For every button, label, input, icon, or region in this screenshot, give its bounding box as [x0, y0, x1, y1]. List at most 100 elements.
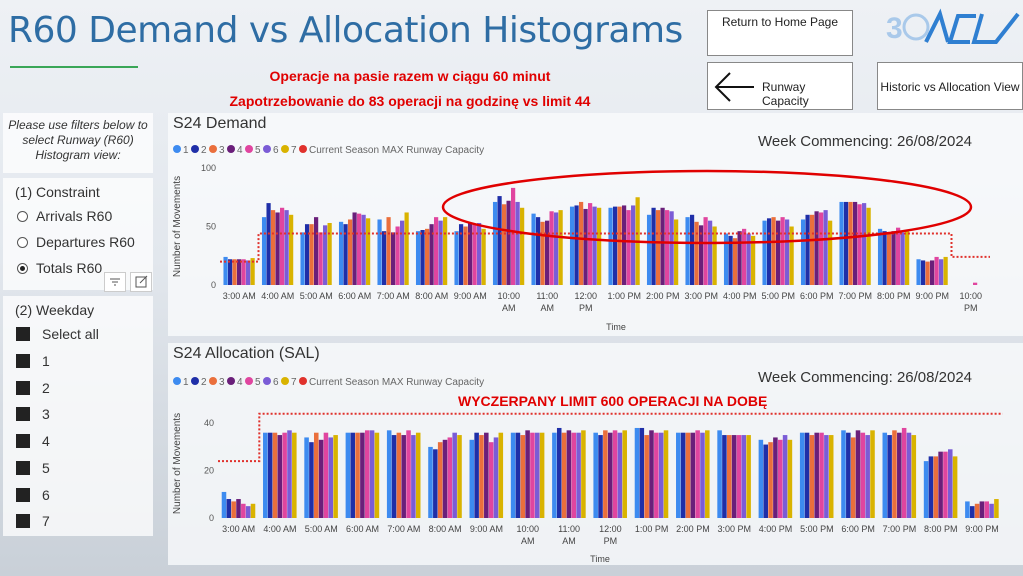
data-bar — [726, 435, 732, 518]
data-bar — [809, 214, 815, 285]
data-bar — [411, 435, 416, 518]
allocation-week-commencing: Week Commencing: 26/08/2024 — [758, 369, 973, 386]
checkbox-icon — [16, 461, 30, 475]
data-bar — [911, 435, 917, 518]
data-bar — [540, 221, 545, 285]
data-bar — [558, 210, 563, 285]
weekday-option-select-all[interactable]: Select all — [16, 326, 99, 342]
weekday-option-1[interactable]: 1 — [16, 353, 50, 369]
data-bar — [309, 442, 314, 518]
data-bar — [443, 217, 448, 285]
data-bar — [848, 201, 853, 285]
demand-chart: 1 2 3 4 5 6 7 Current Season MAX Runway Capacit… — [172, 145, 990, 332]
data-bar — [804, 432, 810, 518]
weekday-option-5[interactable]: 5 — [16, 460, 50, 476]
data-bar — [270, 210, 276, 285]
data-bar — [544, 220, 550, 285]
data-bar — [722, 435, 727, 518]
data-bar — [493, 437, 499, 518]
allocation-chart-panel: S24 Allocation (SAL) Week Commencing: 26… — [168, 343, 1023, 565]
data-bar — [236, 499, 241, 518]
data-bar — [689, 214, 695, 285]
data-bar — [762, 220, 767, 285]
runway-capacity-button[interactable]: Runway Capacity — [707, 62, 853, 110]
data-bar — [698, 225, 704, 285]
data-bar — [506, 200, 511, 285]
option-label: 1 — [42, 353, 50, 369]
data-bar — [437, 442, 443, 518]
x-tick-label: 5:00 PM — [761, 291, 795, 301]
legend-marker — [209, 145, 217, 153]
data-bar — [469, 439, 475, 518]
data-bar — [622, 430, 627, 518]
legend-label: 7 — [291, 377, 297, 388]
data-bar — [952, 456, 958, 518]
weekday-title: (2) Weekday — [15, 302, 95, 318]
data-bar — [819, 212, 824, 285]
weekday-option-7[interactable]: 7 — [16, 513, 50, 529]
constraint-option-totals[interactable]: Totals R60 — [17, 260, 102, 276]
data-bar — [236, 259, 242, 285]
data-bar — [374, 432, 380, 518]
data-bar — [660, 207, 665, 285]
legend-label: 1 — [183, 377, 189, 388]
legend-marker — [263, 377, 271, 385]
constraint-option-departures[interactable]: Departures R60 — [17, 234, 135, 250]
data-bar — [381, 231, 387, 285]
highlight-ellipse — [441, 169, 973, 245]
x-axis-label: Time — [606, 322, 626, 332]
data-bar — [741, 435, 747, 518]
legend-marker — [281, 145, 289, 153]
x-tick-label: 5:00 AM — [300, 291, 333, 301]
expand-icon[interactable] — [130, 272, 152, 292]
data-bar — [343, 224, 348, 285]
weekday-option-3[interactable]: 3 — [16, 406, 50, 422]
x-tick-label: PM — [579, 303, 593, 313]
data-bar — [501, 204, 507, 285]
data-bar — [396, 432, 402, 518]
option-label: 7 — [42, 513, 50, 529]
data-bar — [649, 430, 654, 518]
weekday-option-2[interactable]: 2 — [16, 380, 50, 396]
data-bar — [929, 260, 935, 285]
title-underline — [10, 66, 138, 68]
data-bar — [232, 259, 237, 285]
weekday-option-4[interactable]: 4 — [16, 433, 50, 449]
data-bar — [581, 430, 586, 518]
data-bar — [828, 220, 833, 285]
filter-lines-icon[interactable] — [104, 272, 126, 292]
legend-marker — [299, 145, 307, 153]
data-bar — [272, 432, 278, 518]
return-home-button[interactable]: Return to Home Page — [707, 10, 853, 56]
data-bar — [420, 230, 425, 285]
weekday-options: Select all 1 2 3 4 5 6 7 — [16, 326, 146, 536]
constraint-option-arrivals[interactable]: Arrivals R60 — [17, 208, 112, 224]
data-bar — [789, 226, 794, 285]
data-bar — [621, 205, 627, 285]
weekday-option-6[interactable]: 6 — [16, 487, 50, 503]
data-bar — [680, 432, 686, 518]
data-bar — [631, 205, 636, 285]
checkbox-icon — [16, 407, 30, 421]
option-label: Arrivals R60 — [36, 208, 113, 224]
x-tick-label: 1:00 PM — [607, 291, 641, 301]
data-bar — [492, 201, 498, 285]
x-tick-label: 7:00 PM — [838, 291, 872, 301]
data-bar — [592, 206, 597, 285]
data-bar — [484, 432, 489, 518]
data-bar — [434, 217, 439, 285]
data-bar — [327, 222, 332, 285]
data-bar — [758, 439, 764, 518]
data-bar — [626, 210, 631, 285]
data-bar — [566, 430, 572, 518]
x-tick-label: 11:00 — [536, 291, 558, 301]
data-bar — [703, 217, 708, 285]
data-bar — [694, 221, 699, 285]
legend-marker — [263, 145, 271, 153]
historic-vs-allocation-button[interactable]: Historic vs Allocation View — [877, 62, 1023, 110]
data-bar — [782, 435, 788, 518]
data-bar — [223, 256, 228, 285]
data-bar — [905, 230, 910, 285]
data-bar — [454, 231, 459, 285]
data-bar — [865, 435, 870, 518]
